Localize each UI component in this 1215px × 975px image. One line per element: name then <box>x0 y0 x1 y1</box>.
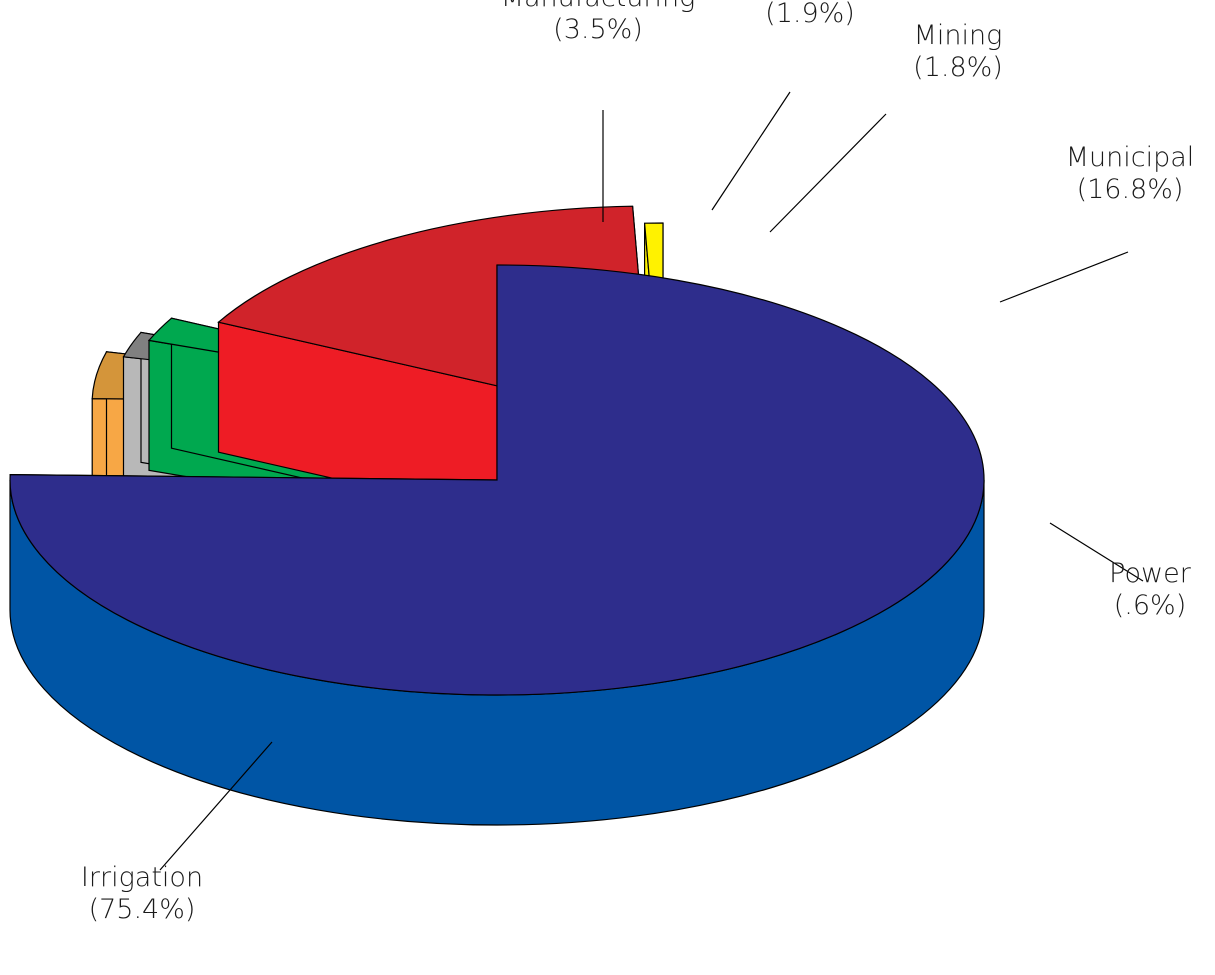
irrigation-leader-line <box>159 741 273 871</box>
mining-percent-label: (1.8%) <box>913 52 1003 83</box>
mining-label: Mining <box>914 20 1003 51</box>
mining-leader-line <box>769 113 887 233</box>
manufacturing-percent-label: (3.5%) <box>553 14 643 45</box>
irrigation-label: Irrigation <box>81 862 203 893</box>
irrigation-slice <box>9 264 985 696</box>
power-label: Power <box>1109 558 1192 589</box>
irrigation-percent-label: (75.4%) <box>89 894 196 925</box>
municipal-label: Municipal <box>1066 142 1195 173</box>
municipal-leader-line <box>999 251 1129 303</box>
manufacturing-label: Manufacturing <box>501 0 696 13</box>
power-percent-label: (.6%) <box>1114 590 1186 621</box>
livestock-percent-label: (1.9%) <box>765 0 855 29</box>
municipal-percent-label: (16.8%) <box>1077 174 1184 205</box>
livestock-leader-line <box>711 91 791 211</box>
power-leader-line <box>1049 522 1144 582</box>
